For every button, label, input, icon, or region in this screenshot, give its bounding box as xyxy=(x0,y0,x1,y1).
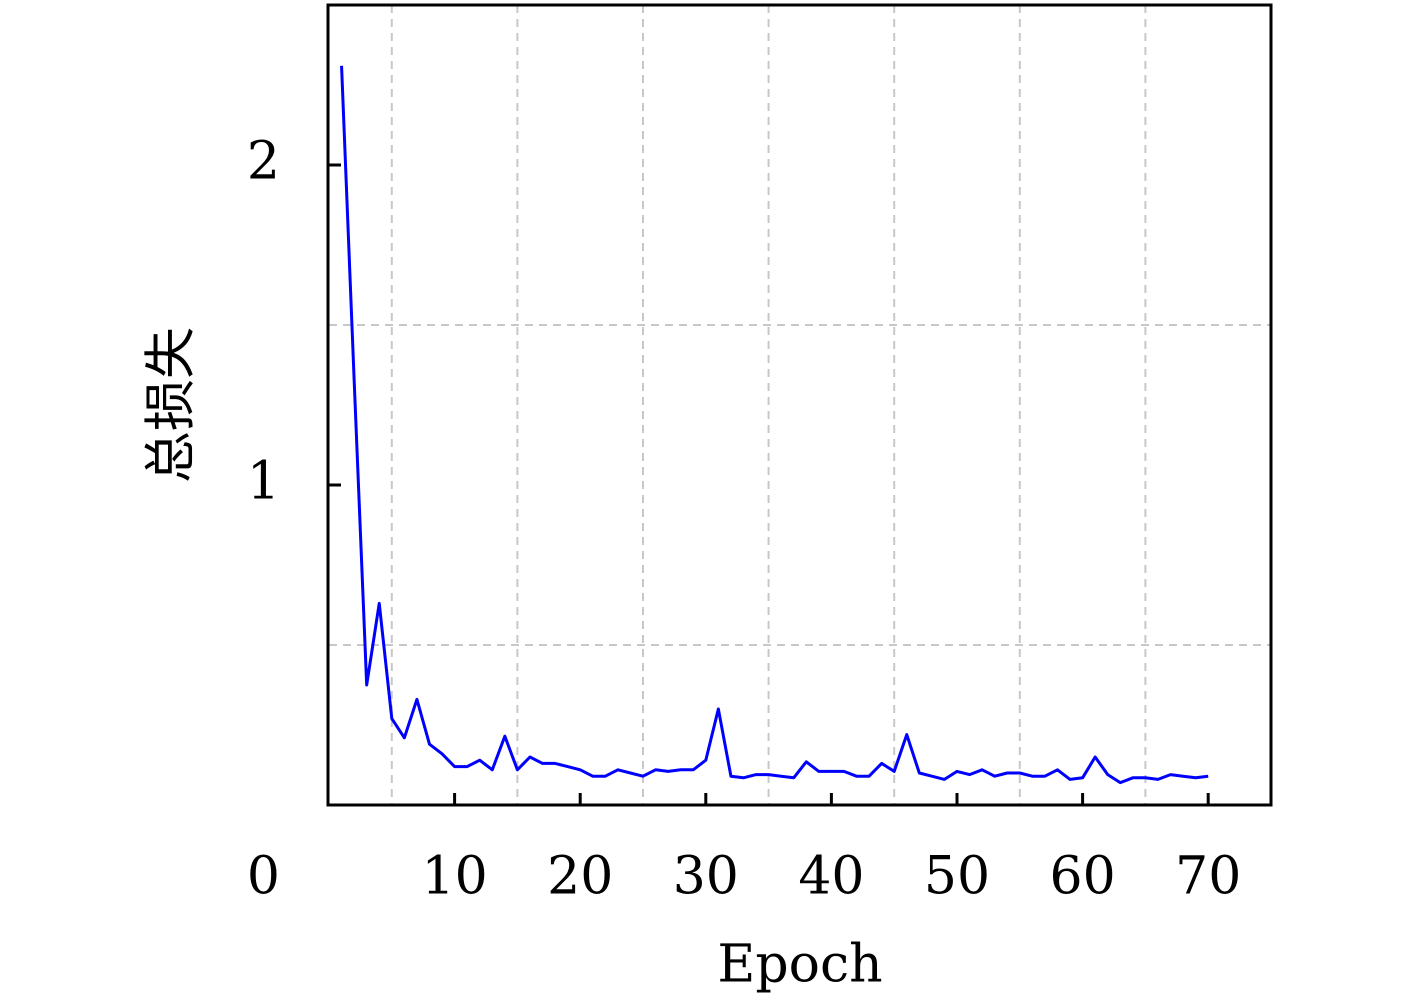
y-tick-label: 2 xyxy=(247,132,280,192)
plot-frame xyxy=(326,3,1273,807)
y-axis-label: 总损失 xyxy=(142,327,202,483)
y-tick-label: 0 xyxy=(247,847,280,907)
x-tick-label: 60 xyxy=(1050,847,1116,907)
x-tick-label: 40 xyxy=(798,847,864,907)
y-tick-label: 1 xyxy=(247,452,280,512)
x-tick-label: 70 xyxy=(1175,847,1241,907)
x-tick-label: 10 xyxy=(422,847,488,907)
loss-line xyxy=(340,65,1209,785)
x-tick-label: 30 xyxy=(673,847,739,907)
x-tick-label: 20 xyxy=(547,847,613,907)
x-tick-label: 50 xyxy=(924,847,990,907)
x-axis-label: Epoch xyxy=(717,935,882,995)
